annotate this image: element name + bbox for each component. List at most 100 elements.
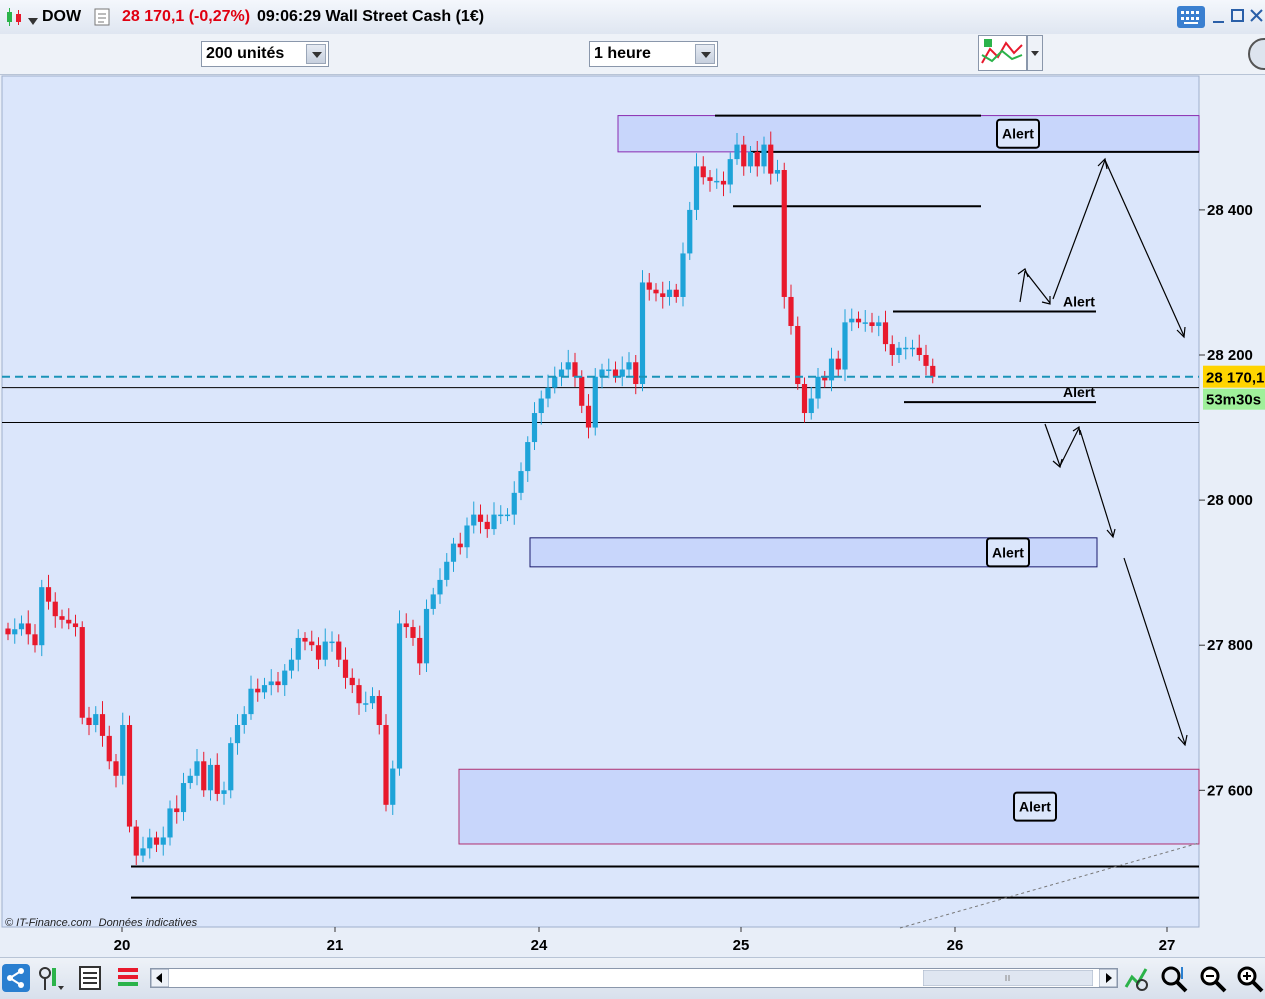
alert-badge[interactable]: Alert [996,118,1040,149]
candle [309,630,315,652]
candle [477,504,484,534]
candle [700,156,706,185]
annotation-arrows [1017,157,1188,747]
candle [349,668,355,694]
candle [511,481,517,525]
price-chart[interactable]: Alert Alert Alert Alert Alert 27 600 27 800 2… [0,74,1265,957]
copyright-text: © IT-Finance.com Données indicatives [5,917,198,929]
candle [275,672,281,693]
scroll-thumb[interactable] [922,969,1094,991]
symbol-label[interactable]: DOW [42,8,82,25]
alert-zone[interactable] [458,768,1200,845]
candle [565,349,571,377]
candle [248,675,254,720]
candle [383,714,389,812]
chevron-down-icon[interactable] [28,13,38,31]
x-tick-label: 20 [114,937,131,954]
candle [450,537,457,572]
candle [167,800,173,846]
candle [707,169,713,192]
chart-scrollbar[interactable] [150,968,1118,988]
maximize-icon[interactable] [1231,9,1245,28]
candle [403,613,409,638]
candle [801,377,808,423]
candle [410,619,416,646]
candle [126,715,133,833]
instrument-time: 09:06:29 Wall Street Cash (1€) [257,8,485,25]
candle [673,283,679,303]
candle [761,136,767,174]
candle [140,836,146,863]
candle [923,344,929,376]
candle [606,358,612,379]
candle [261,677,268,699]
price-change: 28 170,1 (-0,27%) [122,8,251,25]
candle [288,648,295,679]
candle [693,153,700,221]
candle [390,760,396,815]
chevron-down-icon[interactable] [695,44,715,64]
zoom-fit-icon[interactable] [1160,965,1188,998]
candle [747,146,754,173]
minimize-icon[interactable] [1212,10,1226,29]
drawing-tools-icon[interactable] [36,964,66,999]
candle [45,574,52,610]
candle [849,308,855,332]
chevron-down-icon[interactable] [306,44,326,64]
candle [12,618,18,644]
candle [221,781,227,805]
countdown-label: 53m30s [1206,392,1261,409]
bars-icon[interactable] [116,966,140,995]
candle [133,820,139,866]
candle [356,678,362,715]
candle [282,664,288,696]
candle [106,725,112,770]
alert-badge[interactable]: Alert [1013,791,1057,822]
strategy-icon[interactable] [1124,965,1150,998]
candle [903,336,909,360]
candle [862,310,868,332]
alert-label: Alert [1063,384,1095,400]
alert-zone[interactable] [617,115,1200,153]
candle [687,201,693,260]
candle [504,508,511,522]
candle [822,370,828,388]
zoom-in-icon[interactable] [1236,965,1264,998]
timeframe-value: 1 heure [594,45,651,62]
candle [882,310,889,352]
candle [228,737,234,799]
candle [99,701,106,747]
scroll-right-icon[interactable] [1098,968,1118,992]
candle [5,622,11,641]
timeframe-select[interactable]: 1 heure [589,41,718,67]
share-icon[interactable] [2,964,30,997]
alert-label: Alert [992,544,1024,560]
candle [855,311,862,329]
scroll-left-icon[interactable] [150,968,170,992]
trend-line [899,842,1200,929]
candle [187,768,193,789]
current-price-label: 28 170,1 [1206,370,1264,387]
zoom-out-icon[interactable] [1199,965,1227,998]
quantity-select[interactable]: 200 unités [201,41,329,67]
candle [194,748,200,786]
candlestick-icon[interactable] [4,7,24,32]
candle [538,390,544,425]
candle [302,632,308,651]
candle [484,514,490,538]
tool-icon[interactable] [1246,38,1265,75]
candle [113,754,119,788]
notes-icon[interactable] [94,8,110,31]
candle [160,826,166,856]
list-icon[interactable] [79,966,101,995]
chart-area[interactable]: Alert Alert Alert Alert Alert 27 600 27 800 2… [0,74,1265,957]
candle [66,608,72,630]
candle [639,270,646,392]
title-bar: DOW 28 170,1 (-0,27%) 09:06:29 Wall Stre… [0,0,1265,35]
candle [59,609,65,629]
keyboard-icon[interactable] [1177,6,1205,33]
indicators-icon[interactable] [978,35,1044,76]
close-icon[interactable] [1250,9,1264,28]
current-price-badge [1203,365,1265,388]
alert-badge[interactable]: Alert [986,537,1030,568]
